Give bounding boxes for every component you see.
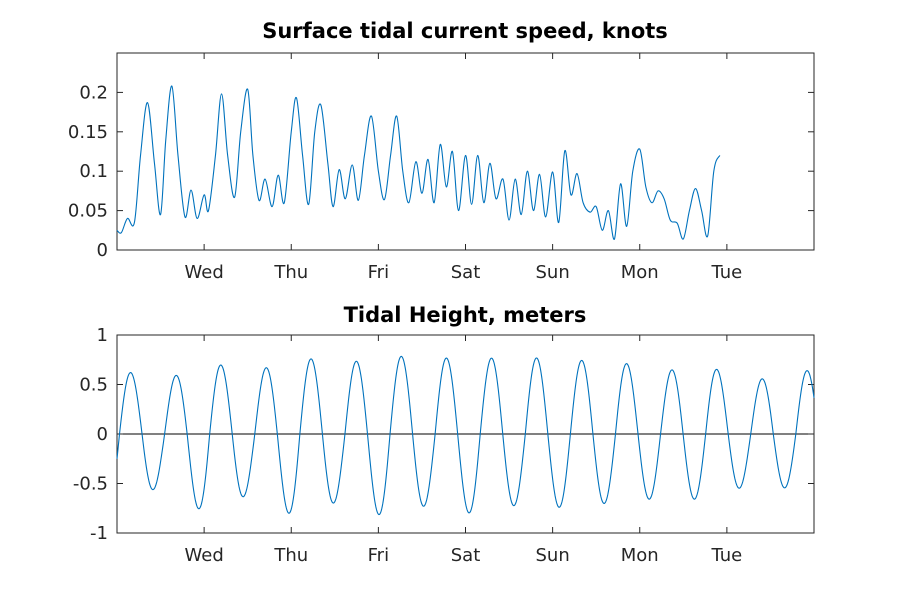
current-speed-title: Surface tidal current speed, knots [262,19,668,43]
y-tick-label: 1 [97,325,108,346]
x-tick-label: Tue [711,262,743,283]
tidal-height-y-axis: -1 -0.5 0 0.5 1 [73,325,814,544]
y-tick-label: 0.1 [79,161,108,182]
tidal-height-x-axis: Wed Thu Fri Sat Sun Mon Tue [185,335,743,566]
tidal-height-title: Tidal Height, meters [344,303,587,327]
x-tick-label: Wed [185,545,224,566]
x-tick-label: Sun [536,262,570,283]
current-speed-y-axis: 0 0.05 0.1 0.15 0.2 [68,82,814,261]
current-speed-series-line [116,85,721,240]
tidal-height-series-line [116,355,815,516]
tidal-height-panel: Tidal Height, meters -1 -0.5 0 0.5 1 Wed Thu F… [73,303,815,566]
y-tick-label: 0.2 [79,82,108,103]
x-tick-label: Thu [273,545,308,566]
current-speed-axes [116,52,815,251]
x-tick-label: Fri [368,262,389,283]
current-speed-x-axis: Wed Thu Fri Sat Sun Mon Tue [185,53,743,283]
x-tick-label: Sun [536,545,570,566]
x-tick-label: Wed [185,262,224,283]
x-tick-label: Tue [711,545,743,566]
y-tick-label: 0 [97,424,108,445]
x-tick-label: Sat [451,262,481,283]
y-tick-label: 0.15 [68,122,108,143]
x-tick-label: Fri [368,545,389,566]
y-tick-label: -1 [90,523,108,544]
y-tick-label: 0 [97,240,108,261]
current-speed-panel: Surface tidal current speed, knots 0 0.05… [68,19,815,283]
x-tick-label: Sat [451,545,481,566]
x-tick-label: Thu [273,262,308,283]
x-tick-label: Mon [621,262,659,283]
x-tick-label: Mon [621,545,659,566]
y-tick-label: 0.5 [79,375,108,396]
y-tick-label: -0.5 [73,474,108,495]
y-tick-label: 0.05 [68,201,108,222]
